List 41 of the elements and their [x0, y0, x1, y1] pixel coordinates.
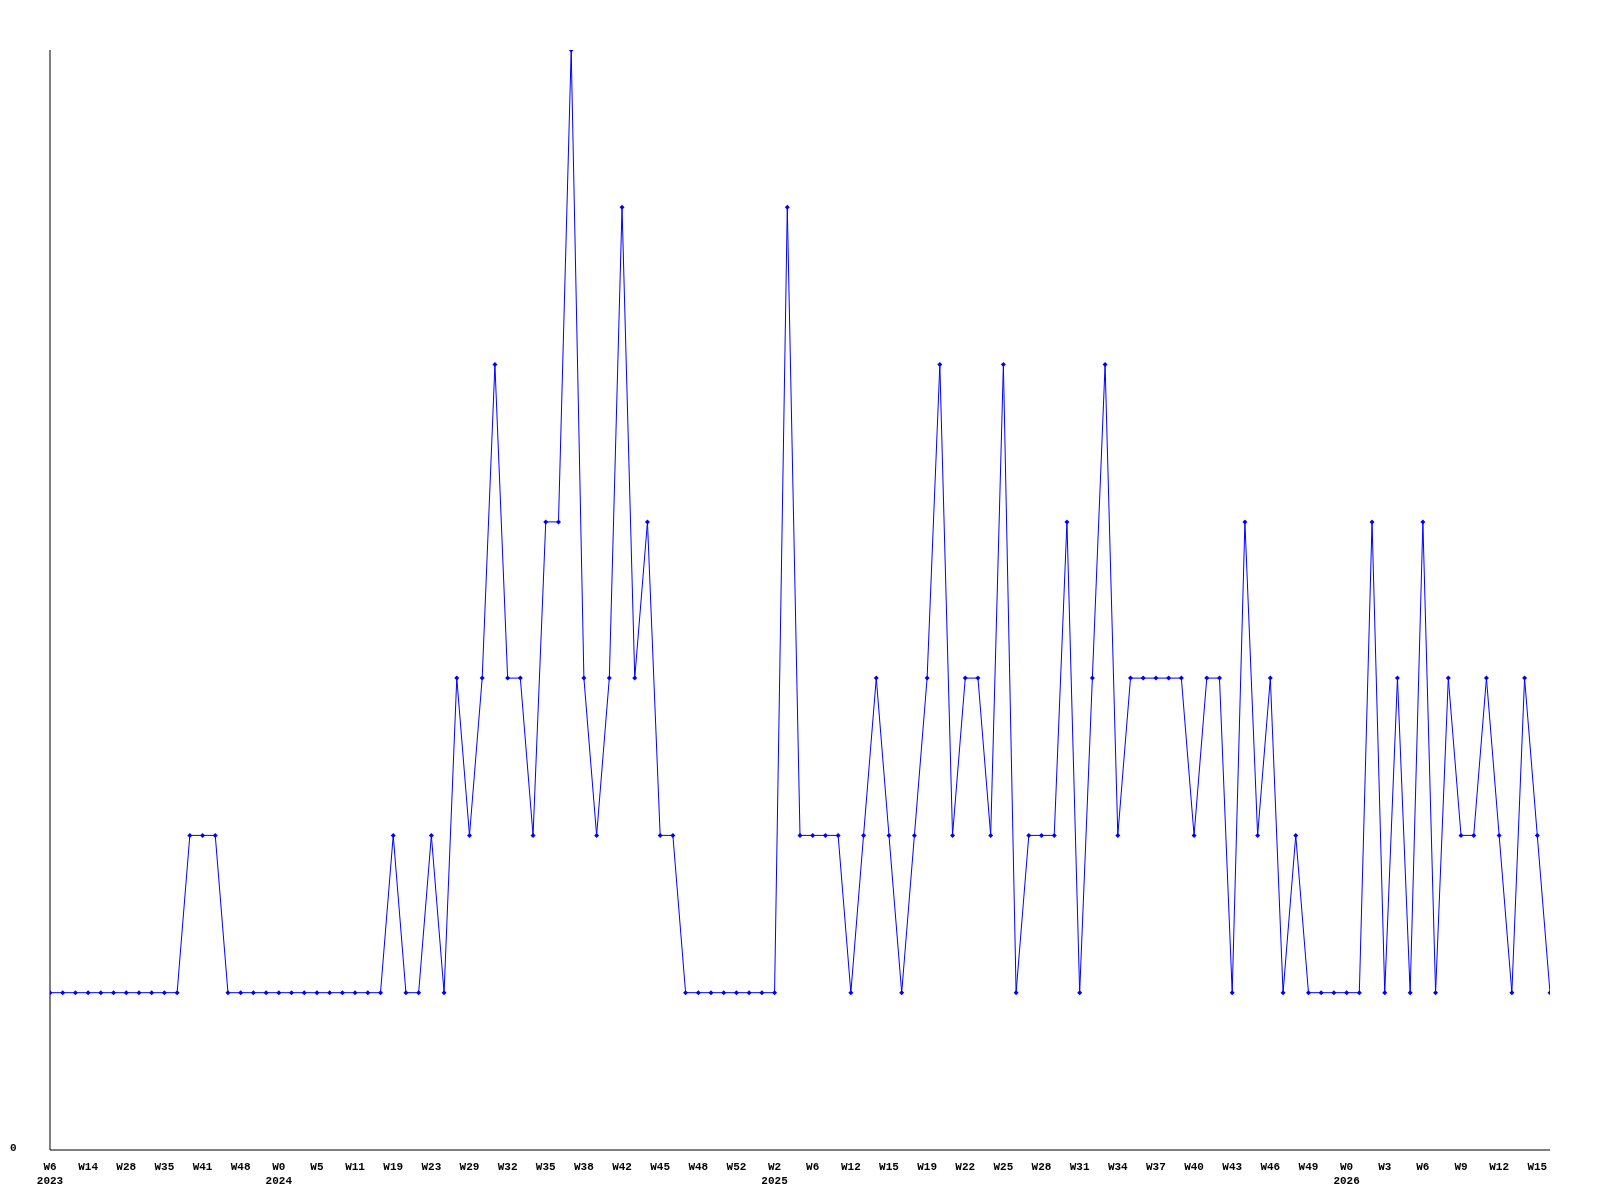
x-tick-label: W49 [1298, 1161, 1319, 1173]
x-tick-label: W45 [650, 1161, 671, 1173]
x-tick-label: W6 [806, 1161, 820, 1173]
x-tick-label: W15 [1527, 1161, 1548, 1173]
x-tick-label: W12 [840, 1161, 861, 1173]
x-tick-label: W9 [1454, 1161, 1468, 1173]
x-tick-label: W15 [879, 1161, 900, 1173]
x-tick-label: W25 [993, 1161, 1014, 1173]
x-tick-label: W29 [459, 1161, 480, 1173]
x-tick-label: W35 [535, 1161, 557, 1173]
x-tick-label: W35 [154, 1161, 175, 1173]
x-tick-label: W12 [1489, 1161, 1510, 1173]
x-tick-label: W0 2026 [1333, 1161, 1360, 1187]
x-tick-label: W28 [1031, 1161, 1052, 1173]
x-tick-label: W22 [955, 1161, 976, 1173]
x-tick-label: W41 [192, 1161, 213, 1173]
x-tick-label: W11 [345, 1161, 366, 1173]
x-tick-label: W0 2024 [265, 1161, 293, 1187]
x-tick-label: W32 [497, 1161, 518, 1173]
x-tick-label: W43 [1222, 1161, 1243, 1173]
x-tick-label: W6 [1416, 1161, 1430, 1173]
x-tick-label: W2 2025 [761, 1161, 789, 1187]
x-tick-label: W5 [310, 1161, 324, 1173]
x-tick-label: W14 [78, 1161, 99, 1173]
text: 0 [10, 1142, 17, 1154]
x-tick-label: W31 [1069, 1161, 1090, 1173]
x-tick-label: W19 [917, 1161, 938, 1173]
x-tick-label: W52 [726, 1161, 747, 1173]
x-tick-label: W19 [383, 1161, 404, 1173]
x-tick-label: W42 [612, 1161, 632, 1173]
x-tick-label: W46 [1260, 1161, 1281, 1173]
x-tick-label: W3 [1378, 1161, 1392, 1173]
x-tick-label: W38 [573, 1161, 595, 1173]
x-tick-label: W48 [688, 1161, 709, 1173]
x-tick-label: W48 [230, 1161, 251, 1173]
x-tick-label: W40 [1184, 1161, 1204, 1173]
x-tick-label: W34 [1107, 1161, 1129, 1173]
x-tick-label: W28 [116, 1161, 137, 1173]
x-tick-label: W23 [421, 1161, 442, 1173]
x-tick-label: W6 2023 [36, 1161, 64, 1187]
x-tick-label: W37 [1146, 1161, 1166, 1173]
